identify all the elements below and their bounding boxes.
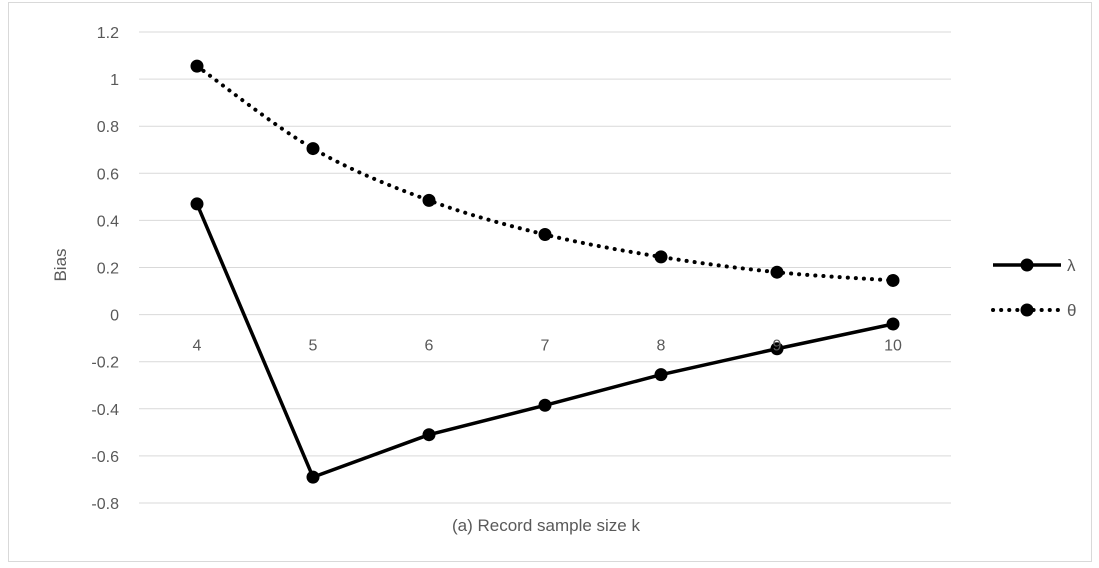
data-point-lambda bbox=[190, 197, 204, 211]
y-tick-labels: 1.2 1 0.8 0.6 0.4 0.2 0 -0.2 -0.4 -0.6 -0.8 bbox=[91, 25, 119, 513]
data-point-theta bbox=[306, 142, 320, 156]
data-point-theta bbox=[886, 273, 900, 287]
y-tick-label: 1 bbox=[110, 72, 119, 89]
x-tick-label: 5 bbox=[309, 338, 318, 355]
legend-label: λ bbox=[1067, 256, 1076, 275]
y-axis-title: Bias bbox=[51, 248, 70, 281]
legend-label: θ bbox=[1067, 301, 1076, 320]
x-tick-labels: 4 5 6 7 8 9 10 bbox=[193, 338, 902, 355]
legend-marker bbox=[1020, 303, 1034, 317]
data-point-lambda bbox=[306, 470, 320, 484]
y-tick-label: 1.2 bbox=[97, 25, 119, 42]
line-chart: 1.2 1 0.8 0.6 0.4 0.2 0 -0.2 -0.4 -0.6 -0.8 4 5 6 7 8 9… bbox=[51, 25, 1076, 535]
x-tick-label: 6 bbox=[425, 338, 434, 355]
data-point-lambda bbox=[422, 428, 436, 442]
x-tick-label: 4 bbox=[193, 338, 202, 355]
gridlines bbox=[139, 31, 951, 504]
y-tick-label: 0.2 bbox=[97, 261, 119, 278]
y-tick-label: -0.8 bbox=[91, 496, 119, 513]
y-tick-label: 0.8 bbox=[97, 119, 119, 136]
data-point-theta bbox=[190, 59, 204, 73]
data-point-theta bbox=[422, 193, 436, 207]
x-tick-label: 9 bbox=[773, 338, 782, 355]
y-tick-label: -0.4 bbox=[91, 402, 119, 419]
x-tick-label: 7 bbox=[541, 338, 550, 355]
y-tick-label: -0.6 bbox=[91, 449, 119, 466]
y-tick-label: 0.6 bbox=[97, 166, 119, 183]
series bbox=[190, 59, 900, 484]
legend: λθ bbox=[991, 256, 1076, 320]
legend-entry-lambda: λ bbox=[993, 256, 1076, 275]
data-point-lambda bbox=[770, 342, 784, 356]
legend-entry-theta: θ bbox=[991, 301, 1076, 320]
legend-marker bbox=[1020, 258, 1034, 272]
x-tick-label: 10 bbox=[884, 338, 902, 355]
data-point-theta bbox=[770, 265, 784, 279]
y-tick-label: 0 bbox=[110, 308, 119, 325]
data-point-theta bbox=[654, 250, 668, 264]
data-point-theta bbox=[538, 228, 552, 242]
data-point-lambda bbox=[654, 368, 668, 382]
data-point-lambda bbox=[886, 317, 900, 331]
y-tick-label: -0.2 bbox=[91, 355, 119, 372]
chart-frame: 1.2 1 0.8 0.6 0.4 0.2 0 -0.2 -0.4 -0.6 -0.8 4 5 6 7 8 9… bbox=[8, 2, 1092, 562]
data-point-lambda bbox=[538, 398, 552, 412]
x-tick-label: 8 bbox=[657, 338, 666, 355]
x-axis-title: (a) Record sample size k bbox=[452, 516, 641, 535]
y-tick-label: 0.4 bbox=[97, 213, 119, 230]
